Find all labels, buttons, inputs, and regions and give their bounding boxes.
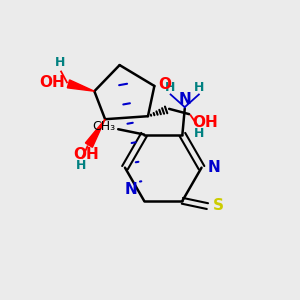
- Text: OH: OH: [39, 75, 65, 90]
- Text: H: H: [76, 159, 86, 172]
- Text: H: H: [194, 82, 205, 94]
- Text: OH: OH: [74, 147, 99, 162]
- Text: N: N: [208, 160, 221, 175]
- Text: OH: OH: [192, 115, 218, 130]
- Text: S: S: [213, 198, 224, 213]
- Text: H: H: [54, 56, 65, 69]
- Text: H: H: [165, 82, 175, 94]
- Polygon shape: [85, 119, 105, 147]
- Polygon shape: [67, 80, 94, 91]
- Text: O: O: [158, 77, 171, 92]
- Text: CH₃: CH₃: [93, 120, 116, 134]
- Text: N: N: [179, 92, 192, 107]
- Text: H: H: [194, 128, 204, 140]
- Text: N: N: [125, 182, 138, 197]
